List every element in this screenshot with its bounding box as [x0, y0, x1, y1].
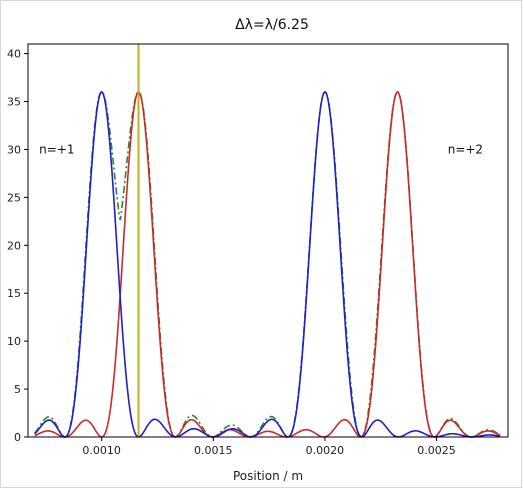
- y-axis: 0 5 10 15 20 25 30 35 40: [7, 48, 28, 444]
- plot-area: [27, 43, 509, 438]
- x-tick-label: 0.0010: [82, 444, 121, 457]
- y-tick-label: 25: [7, 191, 21, 204]
- y-tick-label: 10: [7, 335, 21, 348]
- series-line-1: [34, 91, 501, 438]
- x-axis: 0.0010 0.0015 0.0020 0.0025: [82, 437, 456, 457]
- y-tick-label: 30: [7, 143, 21, 156]
- y-tick-label: 35: [7, 96, 21, 109]
- y-tick-label: 20: [7, 239, 21, 252]
- y-tick-label: 5: [14, 383, 21, 396]
- x-tick-label: 0.0020: [306, 444, 345, 457]
- y-tick-label: 15: [7, 287, 21, 300]
- plot-content: [34, 44, 501, 438]
- annotation-n-plus-1: n=+1: [39, 142, 74, 156]
- series-line-0: [34, 90, 501, 438]
- x-axis-label: Position / m: [233, 469, 303, 483]
- x-tick-label: 0.0025: [417, 444, 456, 457]
- series-line-2: [34, 90, 501, 438]
- y-tick-label: 40: [7, 48, 21, 61]
- y-tick-label: 0: [14, 431, 21, 444]
- chart-title: Δλ=λ/6.25: [235, 17, 309, 33]
- annotation-n-plus-2: n=+2: [448, 142, 483, 156]
- x-tick-label: 0.0015: [194, 444, 233, 457]
